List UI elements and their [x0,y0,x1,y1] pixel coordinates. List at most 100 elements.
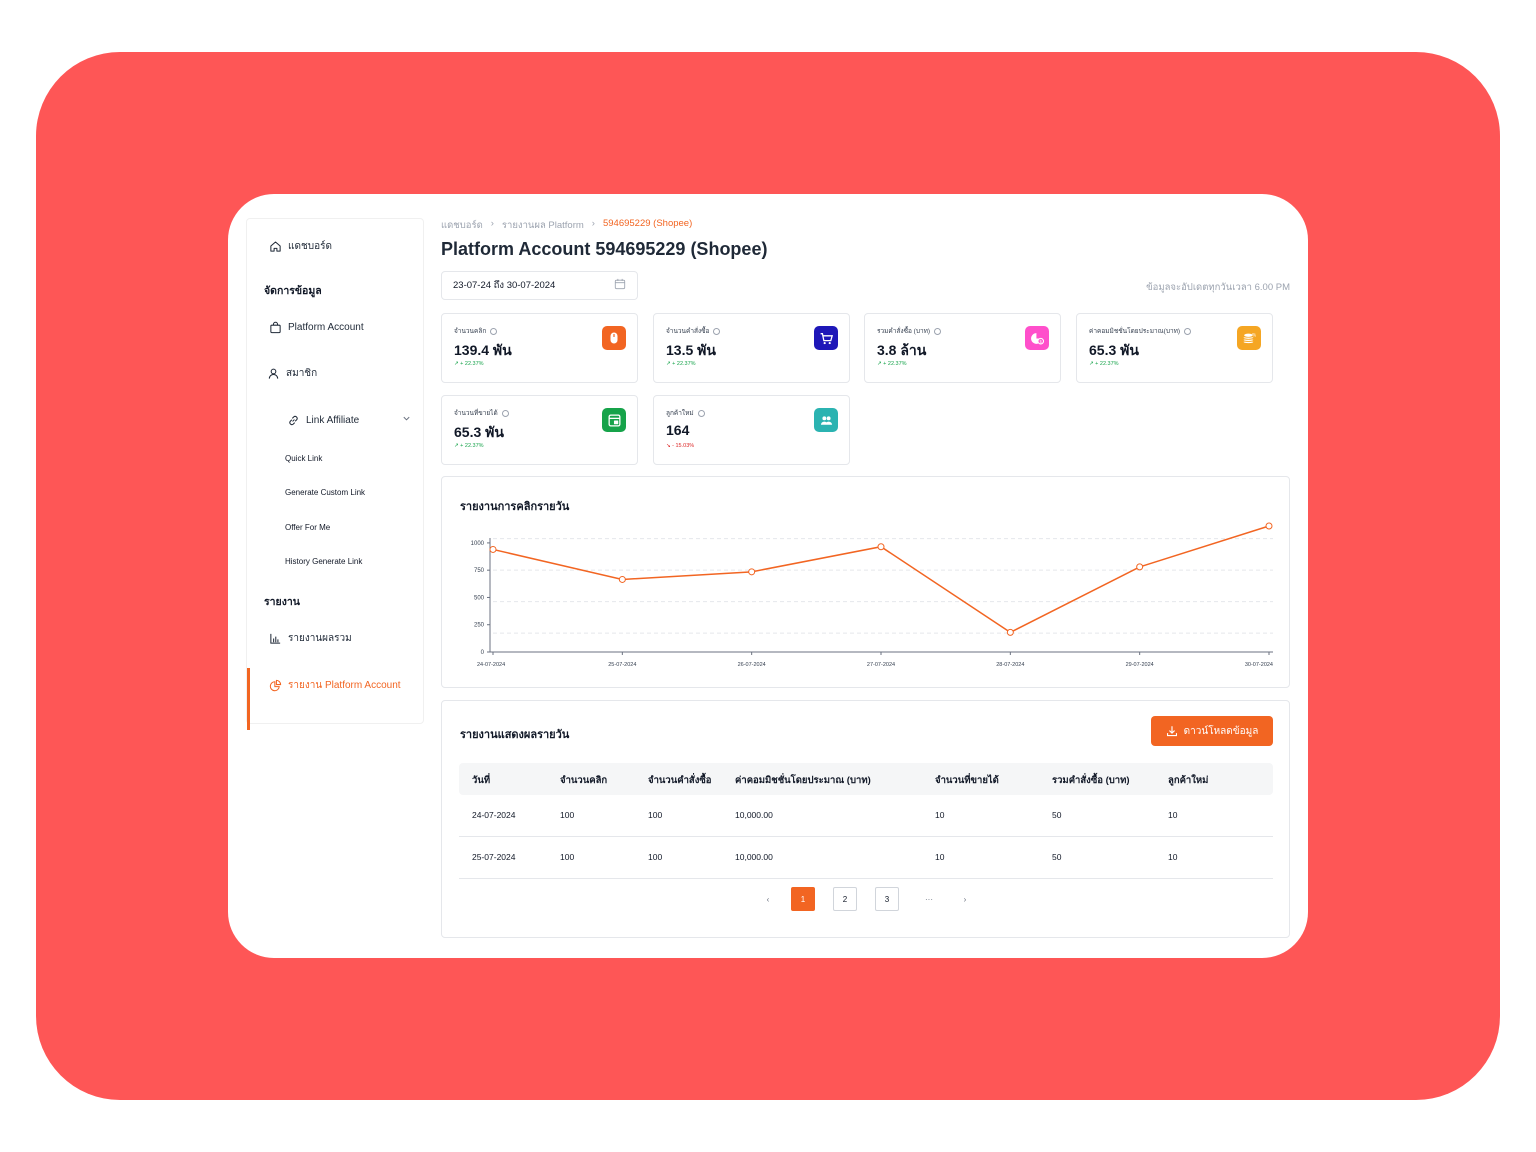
x-tick-label: 24-07-2024 [477,662,505,668]
data-point [1006,628,1014,636]
date-range-value: 23-07-24 ถึง 30-07-2024 [453,280,556,291]
prev-page-button[interactable]: ‹ [756,887,780,911]
stat-change: + 22.37% [672,361,696,367]
table-cell: 10 [935,852,945,862]
stat-label: จำนวนคลิก [454,328,487,335]
table-cell: 10 [935,810,945,820]
x-tick-label: 25-07-2024 [608,662,636,668]
breadcrumb-item-dashboard[interactable]: แดชบอร์ด [441,220,483,231]
page-button-3[interactable]: 3 [875,887,899,911]
column-header[interactable]: จำนวนคลิก [560,775,608,786]
update-note: ข้อมูลจะอัปเดตทุกวันเวลา 6.00 PM [1146,282,1290,293]
stat-card-commission: ค่าคอมมิชชั่นโดยประมาณ(บาท) 65.3 พัน ↗ +… [1076,313,1273,383]
page-button-1[interactable]: 1 [791,887,815,911]
y-tick-label: 500 [474,595,485,601]
info-icon[interactable] [713,327,721,335]
trend-up-icon: ↗ [666,361,671,367]
sidebar-item-label: Link Affiliate [306,414,360,426]
shop-icon [602,408,626,432]
download-button[interactable]: ดาวน์โหลดข้อมูล [1151,716,1273,746]
sidebar-item-platform-account[interactable]: Platform Account [268,320,446,334]
data-point [618,575,626,583]
column-header[interactable]: วันที่ [472,775,491,786]
users-icon [814,408,838,432]
stat-card-clicks: จำนวนคลิก 139.4 พัน ↗ + 22.37% [441,313,638,383]
table-cell: 100 [560,810,575,820]
sidebar-item-members[interactable]: สมาชิก [266,366,444,381]
sidebar-subitem-quick-link[interactable]: Quick Link [285,454,323,463]
breadcrumb-separator-icon: › [490,218,494,229]
x-tick-label: 28-07-2024 [996,662,1024,668]
stat-value: 139.4 พัน [454,342,512,358]
date-range-picker[interactable]: 23-07-24 ถึง 30-07-2024 [441,271,638,300]
y-tick-label: 750 [474,568,485,574]
sidebar-subitem-offer-for-me[interactable]: Offer For Me [285,523,331,532]
chart-title: รายงานการคลิกรายวัน [460,501,570,513]
table-cell: 50 [1052,852,1062,862]
stat-label: ลูกค้าใหม่ [666,410,694,417]
click-line-chart: 0 250 500 750 1000 24-07-2024 25-07-2024 26-07-… [471,522,1273,668]
stat-card-sold: จำนวนที่ขายได้ 65.3 พัน ↗ + 22.37% [441,395,638,465]
table-row[interactable]: 24-07-2024 100 100 10,000.00 10 50 10 [459,795,1273,837]
svg-text:%: % [1252,332,1256,338]
chevron-down-icon[interactable] [402,414,411,426]
sidebar-subitem-generate-custom-link[interactable]: Generate Custom Link [285,488,366,497]
stat-value: 65.3 พัน [1089,342,1139,358]
page-title: Platform Account 594695229 (Shopee) [441,239,768,259]
section-manage-heading: จัดการข้อมูล [264,285,322,297]
table-cell: 100 [648,852,663,862]
info-icon[interactable] [934,327,942,335]
pie-dollar-icon: $ [1025,326,1049,350]
breadcrumb-item-current: 594695229 (Shopee) [602,218,693,229]
svg-text:$: $ [1039,338,1042,344]
y-tick-label: 1000 [471,541,485,547]
table-cell: 100 [648,810,663,820]
table-row[interactable]: 25-07-2024 100 100 10,000.00 10 50 10 [459,837,1273,879]
stat-value: 3.8 ล้าน [877,342,927,358]
shopping-bag-icon [268,320,282,334]
coins-icon: % [1237,326,1261,350]
table-cell: 10 [1168,810,1178,820]
sidebar-item-label: แดชบอร์ด [288,241,332,252]
column-header[interactable]: รวมคำสั่งซื้อ (บาท) [1052,775,1130,786]
table-cell: 100 [560,852,575,862]
data-point [748,568,756,576]
sidebar-item-link-affiliate[interactable]: Link Affiliate [286,413,411,427]
stat-value: 13.5 พัน [666,342,716,358]
column-header[interactable]: ลูกค้าใหม่ [1168,775,1209,786]
sidebar-item-report-platform[interactable]: รายงาน Platform Account [268,678,446,693]
info-icon[interactable] [490,327,498,335]
breadcrumb-item-platform-report[interactable]: รายงานผล Platform [501,220,584,231]
table-cell: 25-07-2024 [472,852,516,862]
info-icon[interactable] [1184,327,1192,335]
sidebar-item-dashboard[interactable]: แดชบอร์ด [268,239,446,254]
column-header[interactable]: จำนวนที่ขายได้ [935,775,999,786]
stat-label: รวมคำสั่งซื้อ (บาท) [877,328,931,335]
trend-up-icon: ↗ [454,361,459,367]
data-point [1136,563,1144,571]
sidebar-subitem-history-generate-link[interactable]: History Generate Link [285,557,363,566]
table-title: รายงานแสดงผลรายวัน [460,729,570,741]
table-cell: 24-07-2024 [472,810,516,820]
column-header[interactable]: จำนวนคำสั่งซื้อ [648,775,712,786]
x-tick-label: 27-07-2024 [867,662,895,668]
data-point [877,543,885,551]
sidebar-item-label: Platform Account [288,321,364,333]
table-cell: 50 [1052,810,1062,820]
stat-card-orders: จำนวนคำสั่งซื้อ 13.5 พัน ↗ + 22.37% [653,313,850,383]
data-point [489,545,497,553]
sidebar-item-label: สมาชิก [286,368,318,379]
cart-icon [814,326,838,350]
next-page-button[interactable]: › [953,887,977,911]
click-report-card: รายงานการคลิกรายวัน 0 250 500 750 1000 24-07-… [441,476,1290,688]
info-icon[interactable] [697,409,705,417]
page-button-2[interactable]: 2 [833,887,857,911]
table-header: วันที่ จำนวนคลิก จำนวนคำสั่งซื้อ ค่าคอมม… [459,763,1273,795]
user-icon [266,367,280,381]
daily-report-card: รายงานแสดงผลรายวัน ดาวน์โหลดข้อมูล วันที… [441,700,1290,938]
sidebar-item-report-summary[interactable]: รายงานผลรวม [268,631,446,646]
column-header[interactable]: ค่าคอมมิชชั่นโดยประมาณ (บาท) [735,775,871,786]
trend-up-icon: ↗ [877,361,882,367]
trend-up-icon: ↗ [1089,361,1094,367]
info-icon[interactable] [501,409,509,417]
